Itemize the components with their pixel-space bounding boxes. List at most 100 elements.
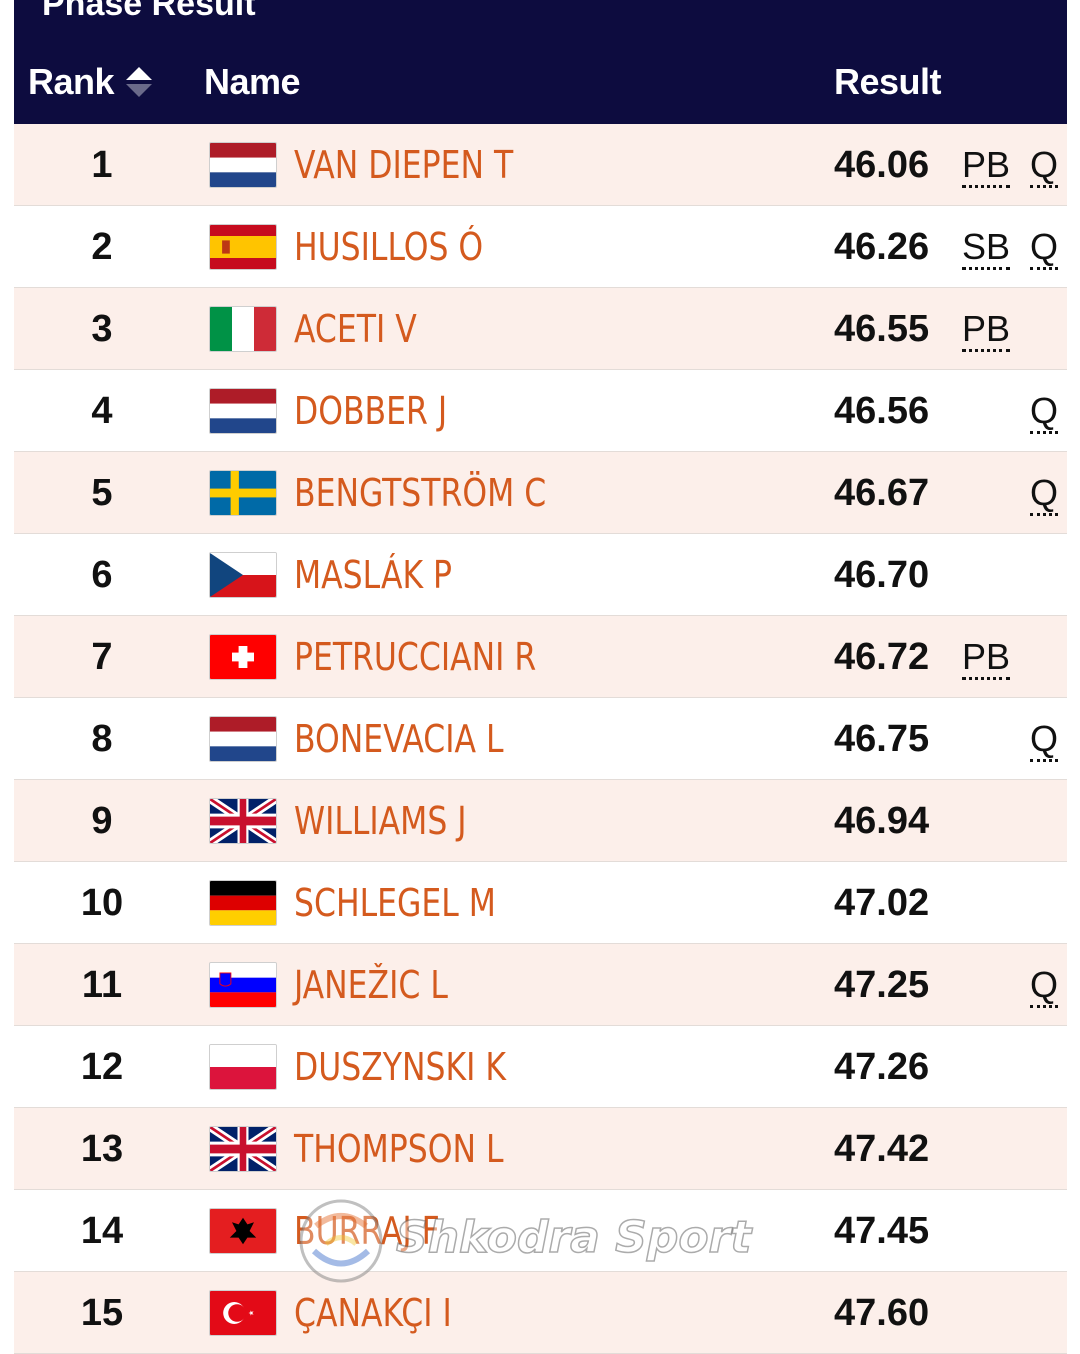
table-row[interactable]: 13 THOMPSON L 47.42 <box>14 1108 1067 1190</box>
qualified-mark[interactable]: Q <box>1030 698 1059 780</box>
table-row[interactable]: 15 ÇANAKÇI I 47.60 <box>14 1272 1067 1354</box>
record-mark-text: PB <box>962 636 1011 680</box>
athlete-name-link[interactable]: DOBBER J <box>294 389 448 433</box>
qualified-mark-text: Q <box>1030 472 1059 516</box>
result-cell: 46.72 <box>834 636 930 678</box>
record-mark-text: PB <box>962 144 1011 188</box>
qualified-mark[interactable]: Q <box>1030 206 1059 288</box>
athlete-name-link[interactable]: BURRAJ F <box>294 1209 440 1253</box>
rank-cell: 11 <box>81 964 123 1006</box>
netherlands-flag-icon <box>209 716 277 762</box>
athlete-name-link[interactable]: JANEŽIC L <box>294 963 448 1007</box>
rank-cell: 7 <box>91 636 113 678</box>
result-cell: 46.56 <box>834 390 930 432</box>
table-row[interactable]: 3 ACETI V 46.55 PB <box>14 288 1067 370</box>
record-mark[interactable]: PB <box>962 124 1011 206</box>
record-mark[interactable]: PB <box>962 616 1011 698</box>
united-kingdom-flag-icon <box>209 1126 277 1172</box>
rank-header-label: Rank <box>28 61 115 102</box>
rank-cell: 14 <box>80 1210 124 1252</box>
athlete-name-link[interactable]: BONEVACIA L <box>294 717 504 761</box>
qualified-mark[interactable]: Q <box>1030 452 1059 534</box>
rank-cell: 10 <box>80 882 124 924</box>
record-mark[interactable]: SB <box>962 206 1011 288</box>
rank-cell: 4 <box>91 390 113 432</box>
result-cell: 47.45 <box>834 1210 930 1252</box>
table-row[interactable]: 4 DOBBER J 46.56 Q <box>14 370 1067 452</box>
germany-flag-icon <box>209 880 277 926</box>
rank-cell: 5 <box>91 472 113 514</box>
athlete-name-link[interactable]: MASLÁK P <box>294 553 453 597</box>
rank-cell: 15 <box>80 1292 124 1334</box>
phase-title: Phase Result <box>42 0 256 23</box>
rank-cell: 2 <box>91 226 113 268</box>
rank-cell: 9 <box>91 800 113 842</box>
qualified-mark[interactable]: Q <box>1030 370 1059 452</box>
result-column-header: Result <box>834 61 942 102</box>
qualified-mark-text: Q <box>1030 390 1059 434</box>
sort-icon[interactable] <box>126 67 153 97</box>
table-row[interactable]: 2 HUSILLOS Ó 46.26 SB Q <box>14 206 1067 288</box>
athlete-name-link[interactable]: THOMPSON L <box>294 1127 504 1171</box>
athlete-name-link[interactable]: WILLIAMS J <box>294 799 467 843</box>
spain-flag-icon <box>209 224 277 270</box>
result-cell: 46.94 <box>834 800 930 842</box>
table-row[interactable]: 5 BENGTSTRÖM C 46.67 Q <box>14 452 1067 534</box>
rank-cell: 13 <box>80 1128 124 1170</box>
result-cell: 46.70 <box>834 554 930 596</box>
record-mark[interactable]: PB <box>962 288 1011 370</box>
qualified-mark[interactable]: Q <box>1030 124 1059 206</box>
results-table: Phase Result Rank Name Result 1 VAN DIEPE… <box>14 0 1067 1354</box>
table-header: Phase Result Rank Name Result <box>14 0 1067 124</box>
poland-flag-icon <box>209 1044 277 1090</box>
table-row[interactable]: 6 MASLÁK P 46.70 <box>14 534 1067 616</box>
table-row[interactable]: 11 JANEŽIC L 47.25 Q <box>14 944 1067 1026</box>
table-body: 1 VAN DIEPEN T 46.06 PB Q 2 HUSILLOS Ó 46.26 SB Q… <box>14 124 1067 1354</box>
switzerland-flag-icon <box>209 634 277 680</box>
athlete-name-link[interactable]: DUSZYNSKI K <box>294 1045 506 1089</box>
result-cell: 47.26 <box>834 1046 930 1088</box>
slovenia-flag-icon <box>209 962 277 1008</box>
result-cell: 47.42 <box>834 1128 930 1170</box>
name-column-header: Name <box>204 61 301 102</box>
record-mark-text: PB <box>962 308 1011 352</box>
result-cell: 46.26 <box>834 226 930 268</box>
turkey-flag-icon <box>209 1290 277 1336</box>
rank-cell: 12 <box>80 1046 124 1088</box>
athlete-name-link[interactable]: HUSILLOS Ó <box>294 225 484 269</box>
result-cell: 46.55 <box>834 308 930 350</box>
athlete-name-link[interactable]: ÇANAKÇI I <box>294 1291 452 1335</box>
rank-cell: 6 <box>91 554 113 596</box>
athlete-name-link[interactable]: ACETI V <box>294 307 417 351</box>
table-row[interactable]: 14 BURRAJ F 47.45 <box>14 1190 1067 1272</box>
rank-cell: 1 <box>91 144 113 186</box>
table-row[interactable]: 12 DUSZYNSKI K 47.26 <box>14 1026 1067 1108</box>
rank-column-header[interactable]: Rank <box>28 60 153 104</box>
sweden-flag-icon <box>209 470 277 516</box>
table-row[interactable]: 8 BONEVACIA L 46.75 Q <box>14 698 1067 780</box>
united-kingdom-flag-icon <box>209 798 277 844</box>
czechia-flag-icon <box>209 552 277 598</box>
result-cell: 46.67 <box>834 472 930 514</box>
albania-flag-icon <box>209 1208 277 1254</box>
table-row[interactable]: 1 VAN DIEPEN T 46.06 PB Q <box>14 124 1067 206</box>
table-row[interactable]: 10 SCHLEGEL M 47.02 <box>14 862 1067 944</box>
qualified-mark-text: Q <box>1030 226 1059 270</box>
netherlands-flag-icon <box>209 388 277 434</box>
athlete-name-link[interactable]: SCHLEGEL M <box>294 881 496 925</box>
rank-cell: 3 <box>91 308 113 350</box>
qualified-mark-text: Q <box>1030 718 1059 762</box>
athlete-name-link[interactable]: BENGTSTRÖM C <box>294 471 547 515</box>
table-row[interactable]: 7 PETRUCCIANI R 46.72 PB <box>14 616 1067 698</box>
athlete-name-link[interactable]: PETRUCCIANI R <box>294 635 537 679</box>
qualified-mark-text: Q <box>1030 144 1059 188</box>
result-cell: 47.02 <box>834 882 930 924</box>
athlete-name-link[interactable]: VAN DIEPEN T <box>294 143 514 187</box>
result-cell: 47.25 <box>834 964 930 1006</box>
record-mark-text: SB <box>962 226 1011 270</box>
italy-flag-icon <box>209 306 277 352</box>
result-cell: 47.60 <box>834 1292 930 1334</box>
rank-cell: 8 <box>91 718 113 760</box>
qualified-mark[interactable]: Q <box>1030 944 1059 1026</box>
table-row[interactable]: 9 WILLIAMS J 46.94 <box>14 780 1067 862</box>
